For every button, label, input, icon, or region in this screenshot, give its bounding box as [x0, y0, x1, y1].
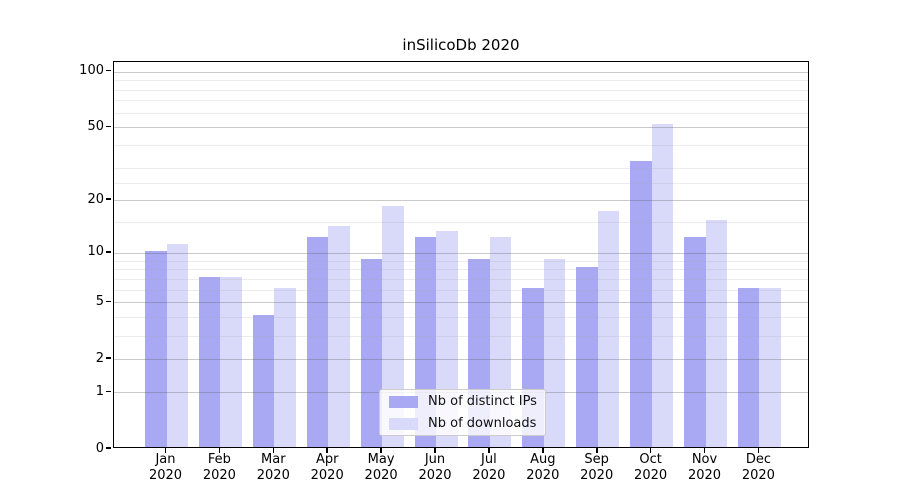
- minor-gridline: [114, 168, 808, 170]
- y-tick-label: 50: [87, 118, 104, 134]
- x-tick-label: Apr 2020: [310, 452, 344, 483]
- minor-gridline: [114, 269, 808, 271]
- legend-swatch-downloads-icon: [389, 417, 418, 430]
- plot-area: Nb of distinct IPs Nb of downloads: [113, 61, 809, 448]
- x-tick: [434, 448, 436, 453]
- bar-downloads-feb: [220, 276, 242, 447]
- bar-distinct-ips-sep: [576, 267, 598, 447]
- minor-gridline: [114, 278, 808, 280]
- y-tick: [106, 69, 111, 72]
- x-tick: [542, 448, 544, 453]
- x-tick-label: Aug 2020: [526, 452, 560, 483]
- bar-distinct-ips-oct: [630, 161, 652, 447]
- bar-downloads-jan: [166, 243, 188, 447]
- y-tick: [106, 198, 111, 200]
- x-tick: [164, 448, 167, 453]
- bar-downloads-nov: [705, 220, 727, 447]
- legend-label-downloads: Nb of downloads: [428, 416, 537, 431]
- x-tick: [703, 448, 706, 453]
- minor-gridline: [114, 182, 808, 184]
- y-tick: [106, 125, 111, 128]
- y-tick-label: 10: [87, 244, 104, 260]
- x-tick-label: Nov 2020: [687, 452, 722, 483]
- x-tick-label: Jul 2020: [472, 452, 506, 483]
- major-gridline: [114, 359, 808, 361]
- bar-distinct-ips-nov: [684, 237, 706, 447]
- x-tick: [380, 448, 382, 453]
- bar-downloads-apr: [328, 225, 350, 447]
- x-tick: [218, 448, 221, 453]
- x-tick-label: Jan 2020: [148, 452, 183, 483]
- bar-downloads-oct: [651, 123, 674, 447]
- bar-downloads-mar: [274, 287, 296, 447]
- x-tick-label: Mar 2020: [256, 452, 290, 483]
- major-gridline: [114, 127, 808, 129]
- minor-gridline: [114, 112, 808, 114]
- x-tick: [488, 448, 490, 453]
- bar-downloads-sep: [597, 210, 620, 447]
- y-tick-label: 0: [95, 440, 104, 456]
- major-gridline: [114, 200, 808, 201]
- x-tick-label: Oct 2020: [634, 452, 668, 483]
- bar-downloads-dec: [759, 287, 781, 447]
- minor-gridline: [114, 145, 808, 147]
- legend: Nb of distinct IPs Nb of downloads: [379, 389, 546, 436]
- bar-distinct-ips-feb: [198, 276, 221, 447]
- legend-swatch-distinct-ips-icon: [389, 395, 418, 408]
- legend-row-distinct-ips: Nb of distinct IPs: [389, 394, 537, 409]
- minor-gridline: [114, 100, 808, 102]
- y-tick-label: 2: [95, 350, 104, 366]
- major-gridline: [114, 252, 808, 254]
- x-tick: [272, 448, 275, 453]
- x-tick-label: Feb 2020: [202, 452, 236, 483]
- bar-distinct-ips-apr: [306, 237, 329, 447]
- y-tick: [106, 300, 111, 303]
- bar-distinct-ips-may: [360, 258, 383, 447]
- bar-downloads-may: [382, 206, 404, 447]
- y-tick-label: 1: [95, 383, 104, 399]
- y-tick-label: 100: [79, 63, 104, 78]
- minor-gridline: [114, 222, 808, 224]
- y-tick: [106, 447, 111, 449]
- y-tick: [106, 251, 111, 253]
- minor-gridline: [114, 260, 808, 262]
- x-tick-label: Sep 2020: [580, 452, 614, 483]
- chart-title: inSilicoDb 2020: [402, 36, 520, 54]
- bar-distinct-ips-jan: [145, 250, 167, 447]
- x-tick: [649, 448, 652, 453]
- bar-downloads-aug: [543, 258, 566, 447]
- minor-gridline: [114, 289, 808, 291]
- legend-row-downloads: Nb of downloads: [389, 416, 536, 431]
- minor-gridline: [114, 80, 808, 81]
- bar-distinct-ips-dec: [737, 287, 760, 447]
- major-gridline: [114, 302, 808, 304]
- y-tick-label: 5: [95, 293, 104, 309]
- x-tick: [326, 448, 328, 453]
- x-tick-label: May 2020: [364, 452, 398, 483]
- y-tick-label: 20: [87, 191, 104, 207]
- y-tick: [106, 390, 111, 393]
- x-tick-label: Jun 2020: [418, 452, 452, 483]
- minor-gridline: [114, 317, 808, 319]
- minor-gridline: [114, 335, 808, 337]
- minor-gridline: [114, 89, 808, 91]
- bar-distinct-ips-mar: [252, 315, 275, 447]
- x-tick-label: Dec 2020: [741, 452, 775, 483]
- x-tick: [596, 448, 598, 453]
- y-tick: [106, 357, 111, 359]
- x-tick: [757, 448, 760, 453]
- legend-label-distinct-ips: Nb of distinct IPs: [428, 394, 537, 409]
- major-gridline: [114, 71, 808, 73]
